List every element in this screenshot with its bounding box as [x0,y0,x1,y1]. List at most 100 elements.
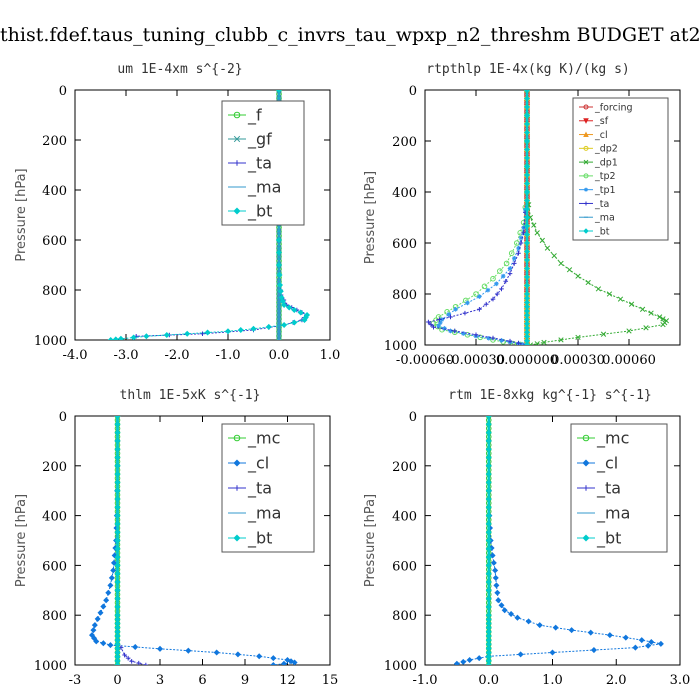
plot-frame [74,89,331,341]
data-point [551,253,557,259]
y-tick-label: 1000 [34,659,67,674]
data-point [94,615,101,622]
data-point [525,618,532,625]
data-point [523,282,531,289]
legend-entry: _tp2 [594,171,616,182]
legend-marker [584,187,588,192]
data-point [523,341,531,345]
data-point [523,129,531,136]
data-point [485,512,492,519]
x-tick-label: -2.0 [164,348,189,363]
data-point [473,291,479,297]
data-point [110,559,117,566]
x-tick-label: -1.0 [215,348,240,363]
panel-title: um 1E-4xm s^{-2} [117,62,242,77]
data-point [485,446,492,453]
data-point [114,537,121,544]
legend-entry: _ta [594,199,609,210]
data-point [453,660,460,665]
y-tick-label: 600 [392,559,417,574]
legend-entry: _sf [594,116,609,127]
legend-entry: _ta [596,479,621,499]
data-point [645,642,652,649]
data-point [485,437,492,444]
data-point [660,321,666,328]
data-point [107,336,114,340]
data-point [523,197,531,204]
legend-marker [583,228,589,234]
data-point [476,655,483,662]
data-point [132,643,139,650]
data-point [656,314,663,320]
data-point [523,273,531,281]
data-point [485,429,492,436]
legend-entry: _cl [247,454,269,474]
data-point [552,624,559,631]
y-tick-label: 600 [42,559,67,574]
data-point [499,338,504,343]
data-point [493,582,500,589]
data-point [114,578,121,586]
data-point [485,587,492,594]
data-point [516,245,521,251]
data-point [90,627,97,634]
data-point [558,260,564,267]
data-point [497,268,503,274]
legend: _f _gf _ta _ma _bt [221,100,305,226]
data-point [514,614,521,621]
data-point [114,603,121,610]
legend-entry: _f [247,106,262,126]
legend-entry: _mc [247,429,280,449]
legend: _mc _cl _ta _ma _bt [221,423,315,553]
data-point [439,317,445,322]
legend-marker [233,207,241,215]
y-tick-label: 400 [42,510,67,525]
data-point [452,328,458,334]
data-point [489,552,496,559]
data-point [107,582,114,589]
data-point [495,597,502,604]
legend-entry: _mc [596,429,629,449]
data-point [523,171,531,179]
data-point [483,301,489,307]
data-point [426,319,431,325]
legend-marker [583,145,589,151]
data-point [485,287,491,293]
data-point [523,90,531,94]
x-tick-label: -3 [69,673,82,688]
legend-entry: _ma [247,504,281,524]
data-point [442,326,447,331]
y-tick-label: 0 [59,84,67,99]
data-point [485,421,492,428]
data-point [485,504,492,511]
data-point [288,658,295,665]
data-point [446,312,452,317]
data-point [428,322,434,327]
data-point [453,307,458,312]
x-tick-label: 0.00060 [602,353,656,368]
panel-title: rtm 1E-8xkg kg^{-1} s^{-1} [448,388,652,403]
data-point [507,271,513,276]
data-point [494,291,500,297]
y-tick-label: 400 [392,186,417,201]
data-point [114,570,121,577]
data-point [204,329,211,336]
data-point [523,205,531,213]
data-point [523,146,531,153]
legend-entry: _bt [247,529,272,549]
legend-marker [233,459,241,467]
legend-marker [583,159,589,165]
x-tick-label: -3.0 [113,348,138,363]
legend-entry: _forcing [594,102,633,113]
data-point [280,660,287,665]
data-point [122,652,127,658]
y-tick-label: 800 [42,284,67,299]
data-point [462,310,468,316]
x-tick-label: -0.00060 [396,353,454,368]
x-tick-label: 12 [279,673,296,688]
data-point [516,250,521,256]
legend-marker [583,485,589,491]
data-point [136,660,142,665]
legend-entry: _cl [594,130,608,141]
data-point [114,545,121,552]
